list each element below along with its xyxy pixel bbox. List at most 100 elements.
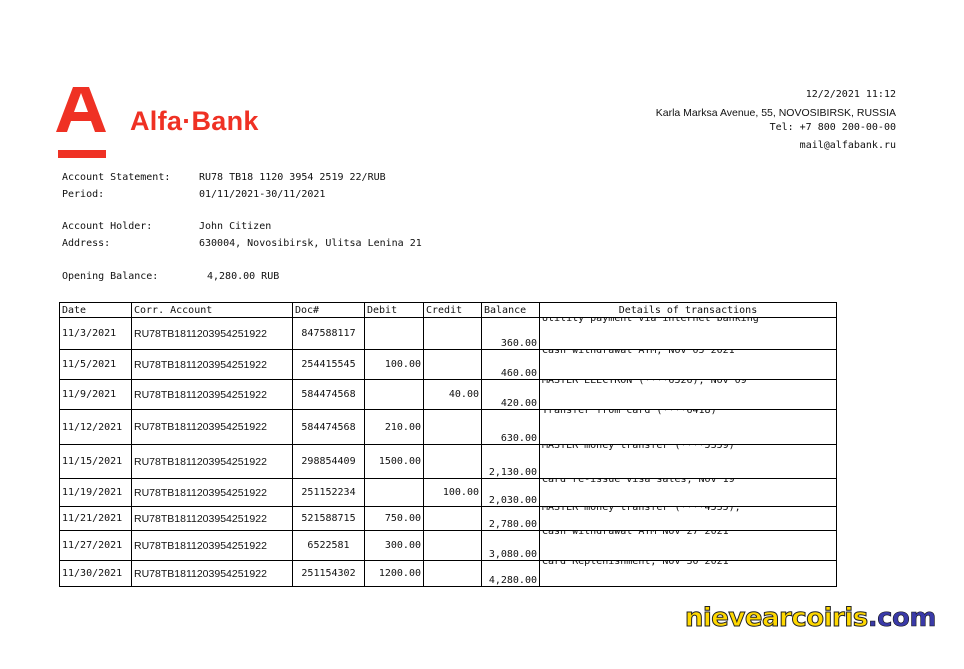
row: 11/27/2021 RU78TB1811203954251922 6522581 3… xyxy=(59,530,837,561)
cell: 40.00 xyxy=(423,379,482,410)
cell: 420.00 xyxy=(481,379,540,410)
phone: Tel: +7 800 200-00-00 xyxy=(769,122,896,133)
row: 11/5/2021 RU78TB1811203954251922 254415545… xyxy=(59,349,837,380)
cell: RU78TB1811203954251922 xyxy=(131,444,293,479)
cell xyxy=(423,506,482,531)
cell: 11/12/2021 xyxy=(59,409,132,445)
cell: 460.00 xyxy=(481,349,540,380)
cell: 847588117 xyxy=(292,317,365,350)
column-header: Debit xyxy=(364,302,424,318)
cell: 521588715 xyxy=(292,506,365,531)
value: John Citizen xyxy=(199,221,272,232)
cell: 11/5/2021 xyxy=(59,349,132,380)
label: Address: xyxy=(62,238,111,249)
cell: 1200.00 xyxy=(364,560,424,587)
cell: 630.00 xyxy=(481,409,540,445)
cell: 300.00 xyxy=(364,530,424,561)
cell: Transfer from card (****6418) xyxy=(539,409,837,445)
cell: 254415545 xyxy=(292,349,365,380)
cell: 251152234 xyxy=(292,478,365,507)
cell xyxy=(423,560,482,587)
column-header: Corr. Account xyxy=(131,302,293,318)
bank-address: Karla Marksa Avenue, 55, NOVOSIBIRSK, RU… xyxy=(655,107,896,119)
cell: RU78TB1811203954251922 xyxy=(131,409,293,445)
details: Card Replenishment, Nov 30 2021 xyxy=(542,560,729,567)
cell: Cash withdrawal ATM Nov 27 2021 xyxy=(539,530,837,561)
cell: MASTER money transfer (****5359) xyxy=(539,444,837,479)
row: 11/15/2021 RU78TB1811203954251922 29885440… xyxy=(59,444,837,479)
row: 11/30/2021 RU78TB1811203954251922 25115430… xyxy=(59,560,837,587)
watermark: nievearcoiris.com xyxy=(684,603,936,634)
cell: 298854409 xyxy=(292,444,365,479)
watermark-name: nievearcoiris xyxy=(684,603,868,634)
cell: 100.00 xyxy=(364,349,424,380)
row: 11/12/2021 RU78TB1811203954251922 58447456… xyxy=(59,409,837,445)
cell: 11/30/2021 xyxy=(59,560,132,587)
cell: 584474568 xyxy=(292,379,365,410)
cell: 2,780.00 xyxy=(481,506,540,531)
cell: 2,030.00 xyxy=(481,478,540,507)
column-header: Details of transactions xyxy=(539,302,837,318)
row: 11/19/2021 RU78TB1811203954251922 25115223… xyxy=(59,478,837,507)
details: MASTER ELECTRON (****6526), Nov 09 xyxy=(542,379,747,386)
cell: 4,280.00 xyxy=(481,560,540,587)
cell: 11/3/2021 xyxy=(59,317,132,350)
label: Period: xyxy=(62,189,105,200)
cell: Card Replenishment, Nov 30 2021 xyxy=(539,560,837,587)
cell: 750.00 xyxy=(364,506,424,531)
row: 11/21/2021 RU78TB1811203954251922 52158871… xyxy=(59,506,837,531)
cell: 360.00 xyxy=(481,317,540,350)
cell: MASTER money transfer (****4535), xyxy=(539,506,837,531)
value: 01/11/2021-30/11/2021 xyxy=(199,189,326,200)
cell: 584474568 xyxy=(292,409,365,445)
details: MASTER money transfer (****5359) xyxy=(542,444,735,451)
column-header: Date xyxy=(59,302,132,318)
cell xyxy=(423,444,482,479)
column-header: Doc# xyxy=(292,302,365,318)
cell xyxy=(364,379,424,410)
cell: MASTER ELECTRON (****6526), Nov 09 xyxy=(539,379,837,410)
logo-mark xyxy=(56,87,106,158)
transactions-table: Date Corr. Account Doc# Debit Credit Balance D… xyxy=(59,302,837,587)
cell: Cash withdrawal ATM, Nov 05 2021 xyxy=(539,349,837,380)
cell: RU78TB1811203954251922 xyxy=(131,317,293,350)
details: Cash withdrawal ATM Nov 27 2021 xyxy=(542,530,729,537)
cell: 11/21/2021 xyxy=(59,506,132,531)
label: Opening Balance: xyxy=(62,271,159,282)
cell: 3,080.00 xyxy=(481,530,540,561)
header-row: Date Corr. Account Doc# Debit Credit Balance D… xyxy=(59,302,837,318)
label: Account Statement: xyxy=(62,172,171,183)
datetime: 12/2/2021 11:12 xyxy=(805,89,896,100)
brand: Alfa·Bank xyxy=(130,106,259,136)
cell xyxy=(423,530,482,561)
cell: RU78TB1811203954251922 xyxy=(131,379,293,410)
cell: Card re-issue visa sales, Nov 19 xyxy=(539,478,837,507)
value: RU78 TB18 1120 3954 2519 22/RUB xyxy=(199,172,386,183)
cell: RU78TB1811203954251922 xyxy=(131,506,293,531)
column-header: Balance xyxy=(481,302,540,318)
cell: 210.00 xyxy=(364,409,424,445)
cell: 1500.00 xyxy=(364,444,424,479)
details: Transfer from card (****6418) xyxy=(542,409,717,416)
cell xyxy=(423,409,482,445)
value: 4,280.00 RUB xyxy=(207,271,280,282)
watermark-suffix: .com xyxy=(867,603,936,634)
details: Card re-issue visa sales, Nov 19 xyxy=(542,478,735,485)
row: 11/3/2021 RU78TB1811203954251922 847588117… xyxy=(59,317,837,350)
cell: Utility payment via internet banking xyxy=(539,317,837,350)
cell: 11/27/2021 xyxy=(59,530,132,561)
details: Utility payment via internet banking xyxy=(542,317,759,324)
cell: 11/9/2021 xyxy=(59,379,132,410)
cell xyxy=(364,478,424,507)
cell: 2,130.00 xyxy=(481,444,540,479)
column-header: Credit xyxy=(423,302,482,318)
cell: RU78TB1811203954251922 xyxy=(131,560,293,587)
cell: 11/19/2021 xyxy=(59,478,132,507)
cell: RU78TB1811203954251922 xyxy=(131,478,293,507)
row: 11/9/2021 RU78TB1811203954251922 584474568… xyxy=(59,379,837,410)
label: Account Holder: xyxy=(62,221,153,232)
cell xyxy=(423,317,482,350)
value: 630004, Novosibirsk, Ulitsa Lenina 21 xyxy=(199,238,422,249)
cell: 100.00 xyxy=(423,478,482,507)
